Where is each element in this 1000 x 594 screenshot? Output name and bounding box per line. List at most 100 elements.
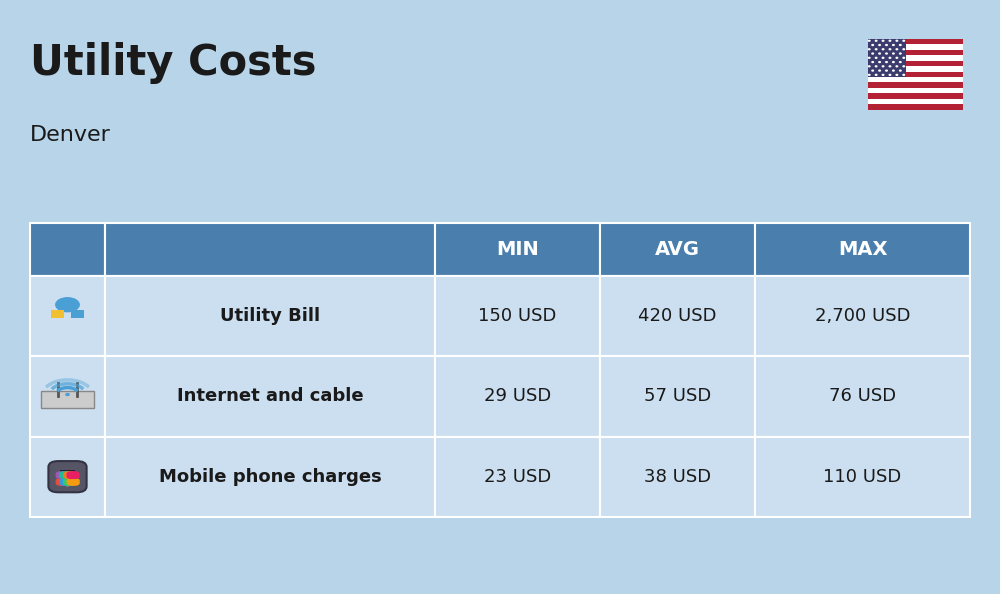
FancyBboxPatch shape (30, 437, 105, 517)
FancyBboxPatch shape (435, 276, 600, 356)
Circle shape (56, 298, 79, 312)
FancyBboxPatch shape (600, 356, 755, 437)
FancyBboxPatch shape (868, 39, 962, 110)
Text: 23 USD: 23 USD (484, 467, 551, 486)
FancyBboxPatch shape (868, 99, 962, 105)
FancyBboxPatch shape (30, 223, 105, 276)
Text: 57 USD: 57 USD (644, 387, 711, 406)
Text: ⚙: ⚙ (64, 302, 71, 308)
Text: 29 USD: 29 USD (484, 387, 551, 406)
Text: Internet and cable: Internet and cable (177, 387, 363, 406)
Circle shape (903, 74, 905, 75)
Circle shape (875, 40, 877, 41)
Text: MAX: MAX (838, 240, 887, 259)
FancyBboxPatch shape (51, 309, 64, 318)
Circle shape (66, 484, 69, 486)
FancyBboxPatch shape (868, 39, 962, 44)
Circle shape (882, 49, 884, 50)
FancyBboxPatch shape (30, 356, 105, 437)
FancyBboxPatch shape (30, 276, 105, 356)
FancyBboxPatch shape (105, 223, 435, 276)
Circle shape (868, 74, 870, 75)
FancyBboxPatch shape (755, 356, 970, 437)
Circle shape (889, 40, 891, 41)
Circle shape (900, 45, 901, 46)
Text: AVG: AVG (655, 240, 700, 259)
Circle shape (889, 49, 891, 50)
Text: Utility Bill: Utility Bill (220, 307, 320, 326)
Text: 76 USD: 76 USD (829, 387, 896, 406)
Circle shape (903, 49, 905, 50)
Circle shape (882, 74, 884, 75)
Circle shape (879, 53, 880, 54)
FancyBboxPatch shape (435, 437, 600, 517)
FancyBboxPatch shape (755, 437, 970, 517)
FancyBboxPatch shape (56, 478, 69, 486)
FancyBboxPatch shape (755, 223, 970, 276)
FancyBboxPatch shape (59, 471, 73, 479)
Circle shape (886, 45, 887, 46)
Text: 420 USD: 420 USD (638, 307, 717, 326)
FancyBboxPatch shape (600, 437, 755, 517)
FancyBboxPatch shape (60, 470, 75, 484)
Circle shape (889, 66, 891, 67)
FancyBboxPatch shape (868, 88, 962, 93)
Circle shape (868, 49, 870, 50)
Circle shape (896, 74, 898, 75)
Text: Mobile phone charges: Mobile phone charges (159, 467, 381, 486)
FancyBboxPatch shape (59, 478, 73, 486)
Circle shape (879, 70, 880, 71)
Circle shape (872, 45, 873, 46)
Circle shape (879, 45, 880, 46)
FancyBboxPatch shape (868, 55, 962, 61)
Circle shape (875, 74, 877, 75)
Text: 150 USD: 150 USD (478, 307, 557, 326)
FancyBboxPatch shape (868, 71, 962, 77)
FancyBboxPatch shape (868, 77, 962, 83)
Circle shape (868, 66, 870, 67)
FancyBboxPatch shape (868, 66, 962, 71)
Circle shape (872, 53, 873, 54)
Text: 2,700 USD: 2,700 USD (815, 307, 910, 326)
Circle shape (893, 70, 894, 71)
Circle shape (868, 40, 870, 41)
Circle shape (896, 40, 898, 41)
Text: MIN: MIN (496, 240, 539, 259)
FancyBboxPatch shape (67, 471, 80, 479)
Circle shape (889, 74, 891, 75)
FancyBboxPatch shape (868, 49, 962, 55)
FancyBboxPatch shape (868, 83, 962, 88)
Circle shape (66, 394, 69, 396)
Circle shape (875, 49, 877, 50)
FancyBboxPatch shape (48, 461, 87, 492)
FancyBboxPatch shape (868, 44, 962, 49)
FancyBboxPatch shape (600, 276, 755, 356)
Text: 38 USD: 38 USD (644, 467, 711, 486)
Circle shape (900, 70, 901, 71)
Circle shape (882, 40, 884, 41)
Circle shape (896, 66, 898, 67)
Circle shape (903, 40, 905, 41)
Circle shape (896, 49, 898, 50)
FancyBboxPatch shape (105, 356, 435, 437)
FancyBboxPatch shape (67, 478, 80, 486)
FancyBboxPatch shape (105, 437, 435, 517)
Circle shape (903, 66, 905, 67)
FancyBboxPatch shape (105, 276, 435, 356)
Text: Utility Costs: Utility Costs (30, 42, 316, 84)
Circle shape (882, 66, 884, 67)
Circle shape (886, 70, 887, 71)
FancyBboxPatch shape (435, 356, 600, 437)
FancyBboxPatch shape (868, 105, 962, 110)
FancyBboxPatch shape (868, 93, 962, 99)
FancyBboxPatch shape (63, 471, 76, 479)
FancyBboxPatch shape (63, 478, 76, 486)
FancyBboxPatch shape (755, 276, 970, 356)
FancyBboxPatch shape (56, 471, 69, 479)
FancyBboxPatch shape (600, 223, 755, 276)
FancyBboxPatch shape (41, 391, 94, 408)
FancyBboxPatch shape (71, 309, 84, 318)
FancyBboxPatch shape (868, 61, 962, 66)
Circle shape (893, 53, 894, 54)
FancyBboxPatch shape (435, 223, 600, 276)
